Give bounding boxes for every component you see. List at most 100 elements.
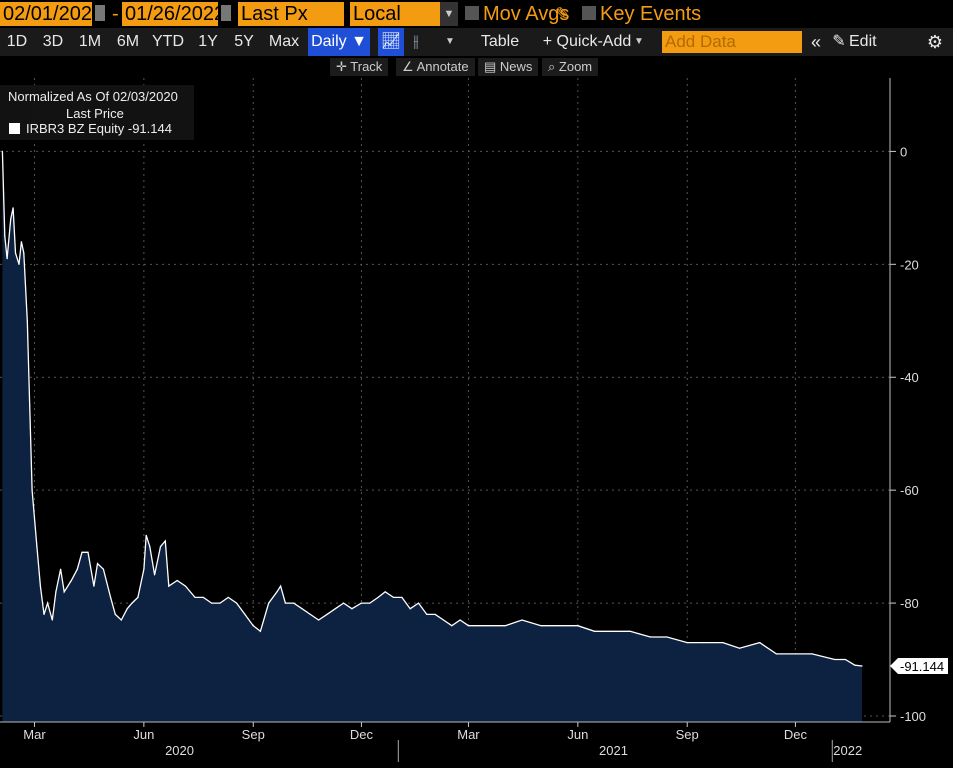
data-point <box>31 489 33 491</box>
period-1y-button[interactable]: 1Y <box>198 33 218 50</box>
y-axis: 0 -20 -40 -60 -80 -100 <box>889 78 926 724</box>
data-point <box>168 585 170 587</box>
data-point <box>202 596 204 599</box>
period-6m-button[interactable]: 6M <box>116 33 140 50</box>
field-select[interactable]: Last Px <box>238 2 344 26</box>
zoom-label: Zoom <box>558 59 593 74</box>
data-point <box>70 579 72 582</box>
data-point <box>149 546 151 548</box>
data-point <box>557 625 559 627</box>
chart-tools: ✛ Track ∠ Annotate ▤ News ⌕ Zoom <box>0 56 953 78</box>
data-point <box>39 585 42 587</box>
period-5y-button[interactable]: 5Y <box>234 33 254 50</box>
data-point <box>1 150 3 152</box>
x-tick-label: Dec <box>350 727 374 742</box>
data-point <box>153 574 156 576</box>
pencil-icon[interactable]: ✎ <box>555 4 571 24</box>
data-point <box>593 630 596 632</box>
data-point <box>76 568 78 570</box>
period-ytd-button[interactable]: YTD <box>152 33 184 50</box>
news-tool[interactable]: ▤ News <box>478 58 539 76</box>
period-max-button[interactable]: Max <box>268 33 300 50</box>
data-point <box>4 235 6 237</box>
data-point <box>629 630 631 632</box>
zoom-tool[interactable]: ⌕ Zoom <box>542 58 599 76</box>
x-tick-label: Sep <box>676 727 699 742</box>
news-icon: ▤ <box>484 59 500 74</box>
mov-avgs-checkbox[interactable] <box>465 6 479 20</box>
data-point <box>145 534 147 536</box>
last-value-marker: -91.144 <box>890 657 948 674</box>
data-point <box>759 642 761 644</box>
key-events-checkbox[interactable] <box>582 6 596 20</box>
bar-chart-icon[interactable]: ⫲ <box>413 33 419 50</box>
x-tick-label: Mar <box>23 727 46 742</box>
y-tick-label: -40 <box>900 370 919 385</box>
chevron-down-icon[interactable]: ▼ <box>440 2 458 26</box>
calendar-icon[interactable] <box>221 5 231 21</box>
price-area-fill <box>2 151 862 722</box>
annotate-tool[interactable]: ∠ Annotate <box>396 58 475 76</box>
date-range-dash: - <box>112 3 119 25</box>
data-point <box>252 625 254 627</box>
collapse-icon[interactable]: « <box>810 32 821 52</box>
data-point <box>417 602 420 604</box>
chevron-down-icon[interactable]: ▼ <box>445 36 455 47</box>
data-point <box>120 619 122 621</box>
data-point <box>854 664 856 666</box>
y-tick-label: -80 <box>900 596 919 611</box>
data-point <box>143 568 145 570</box>
data-point <box>194 596 196 599</box>
data-point <box>81 551 83 553</box>
quick-add-button[interactable]: + Quick-Add <box>542 33 632 50</box>
line-chart-icon[interactable]: 📈︎ <box>378 28 404 56</box>
data-point <box>102 568 105 570</box>
news-label: News <box>499 59 533 74</box>
gear-icon[interactable]: ⚙ <box>926 32 944 52</box>
data-point <box>686 642 688 644</box>
chevron-down-icon[interactable]: ▼ <box>634 36 644 47</box>
x-tick-label: Jun <box>133 727 154 742</box>
magnifier-icon: ⌕ <box>548 59 559 74</box>
year-label: 2021 <box>599 743 628 758</box>
data-point <box>20 241 23 243</box>
data-point <box>184 585 187 587</box>
data-point <box>29 404 31 407</box>
table-button[interactable]: Table <box>480 33 520 50</box>
data-point <box>351 608 353 610</box>
data-point <box>392 596 395 599</box>
frequency-select[interactable]: Daily ▼ <box>308 28 370 56</box>
data-point <box>219 602 221 604</box>
start-date-input[interactable]: 02/01/2020 <box>0 2 103 26</box>
data-point <box>284 602 286 604</box>
data-point <box>467 625 470 627</box>
data-point <box>384 591 386 593</box>
data-point <box>276 591 278 593</box>
add-data-input[interactable]: Add Data <box>662 31 802 53</box>
crosshair-icon: ✛ <box>336 59 351 74</box>
key-events-label: Key Events <box>600 3 702 25</box>
data-point <box>268 602 270 604</box>
calendar-icon[interactable] <box>95 5 105 21</box>
data-point <box>60 568 62 570</box>
annotate-label: Annotate <box>416 59 469 74</box>
pencil-icon: ∠ <box>402 59 417 74</box>
period-1d-button[interactable]: 1D <box>6 33 28 50</box>
data-point <box>834 658 836 661</box>
y-tick-label: -20 <box>900 257 919 272</box>
period-1m-button[interactable]: 1M <box>78 33 102 50</box>
x-tick-label: Jun <box>567 727 588 742</box>
end-date-input[interactable]: 01/26/2022 <box>122 2 225 26</box>
data-point <box>504 625 506 627</box>
data-point <box>484 625 486 627</box>
data-point <box>434 613 436 615</box>
price-line <box>1 151 863 667</box>
data-point <box>334 608 336 610</box>
data-point <box>23 252 25 254</box>
data-point <box>126 608 128 610</box>
legend-swatch <box>9 123 20 134</box>
period-3d-button[interactable]: 3D <box>42 33 64 50</box>
track-tool[interactable]: ✛ Track <box>330 58 389 76</box>
data-point <box>51 619 53 621</box>
